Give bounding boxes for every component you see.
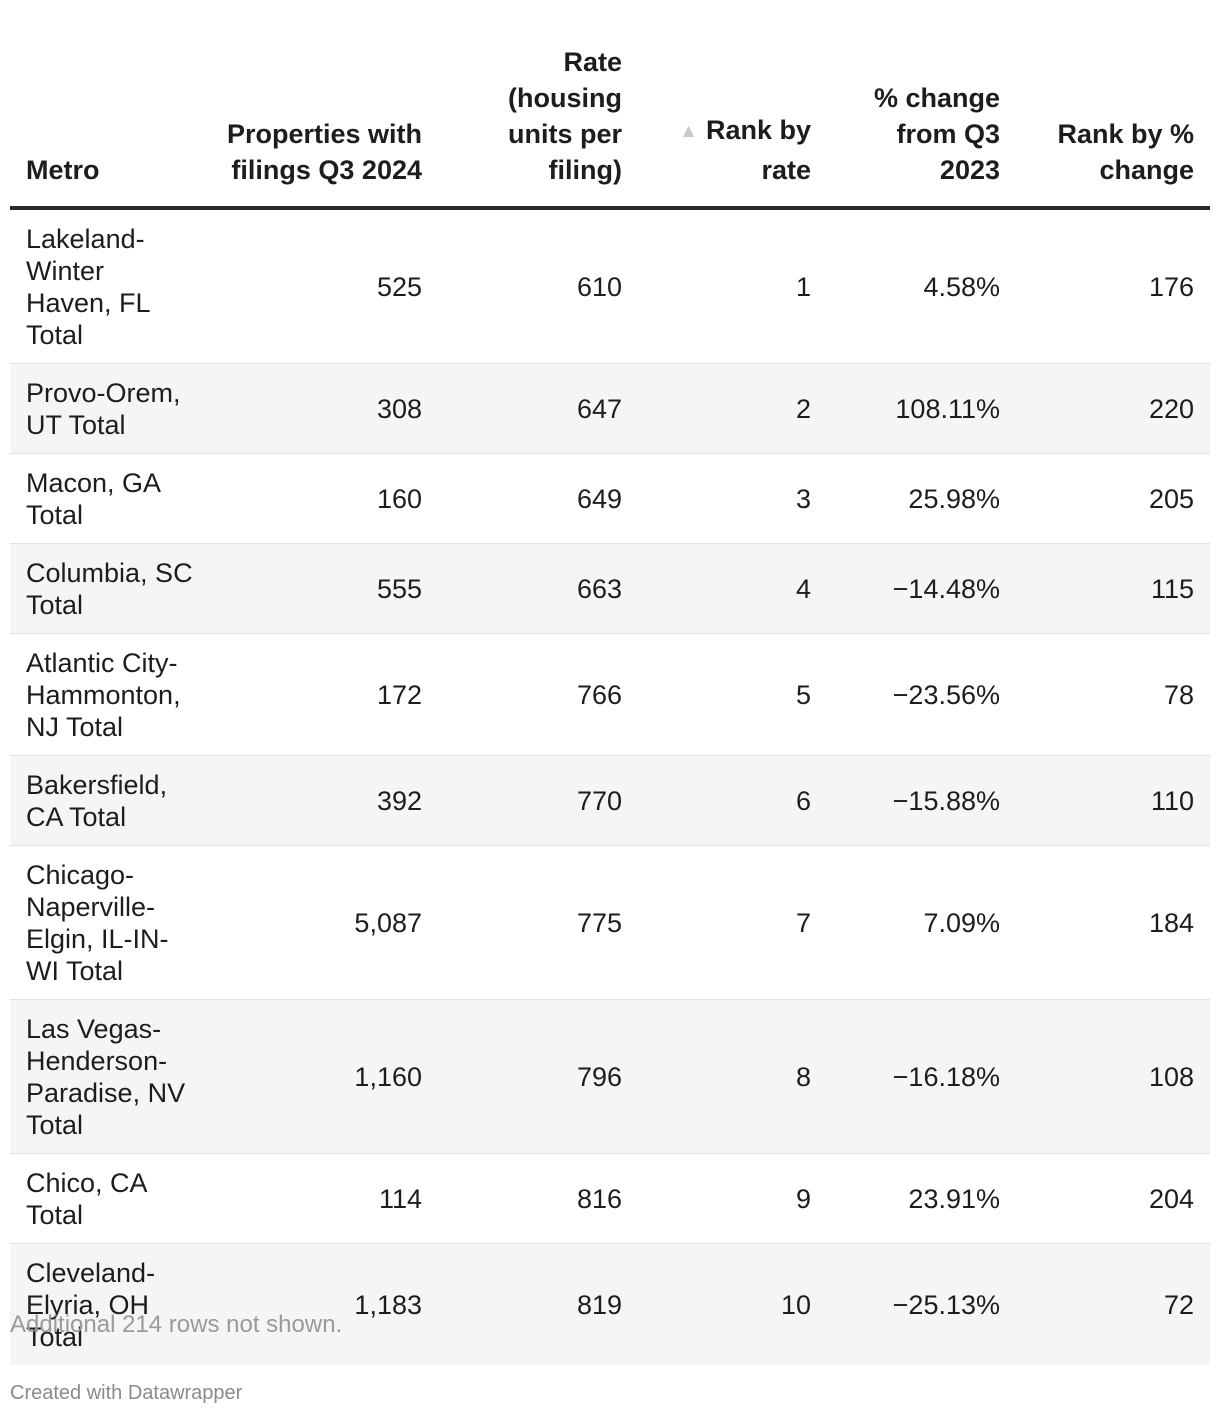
cell-rank-by-pct-change: 78 [1016, 633, 1210, 756]
cell-rank-by-rate: 4 [638, 543, 827, 634]
cell-pct-change: −16.18% [827, 999, 1016, 1154]
table-row: Lakeland-Winter Haven, FL Total 525 610 1 4.… [10, 208, 1210, 364]
table-row: Atlantic City-Hammonton, NJ Total 172 766 5… [10, 633, 1210, 756]
cell-rate: 819 [438, 1243, 638, 1365]
cell-metro: Columbia, SC Total [10, 543, 210, 634]
cell-pct-change: 7.09% [827, 845, 1016, 1000]
cell-properties-with-filings: 1,160 [210, 999, 438, 1154]
cell-properties-with-filings: 114 [210, 1153, 438, 1244]
cell-rate: 766 [438, 633, 638, 756]
cell-properties-with-filings: 160 [210, 453, 438, 544]
cell-rank-by-rate: 10 [638, 1243, 827, 1365]
cell-pct-change: −23.56% [827, 633, 1016, 756]
cell-rank-by-rate: 5 [638, 633, 827, 756]
data-table: Metro Properties with filings Q3 2024 Rate… [10, 0, 1210, 1365]
cell-metro: Cleveland-Elyria, OH Total [10, 1243, 210, 1365]
cell-rank-by-rate: 6 [638, 755, 827, 846]
cell-rate: 816 [438, 1153, 638, 1244]
cell-rank-by-pct-change: 115 [1016, 543, 1210, 634]
table-row: Chico, CA Total 114 816 9 23.91% 204 [10, 1153, 1210, 1244]
cell-rate: 770 [438, 755, 638, 846]
table-container: Metro Properties with filings Q3 2024 Rate… [10, 0, 1210, 1365]
cell-properties-with-filings: 555 [210, 543, 438, 634]
column-header-rank-by-pct-change[interactable]: Rank by % change [1016, 0, 1210, 210]
datawrapper-credit[interactable]: Created with Datawrapper [10, 1382, 243, 1404]
rows-not-shown-note: Additional 214 rows not shown. [10, 1311, 343, 1338]
column-header-rank-by-rate[interactable]: ▲ Rank by rate [638, 0, 827, 210]
column-header-rate[interactable]: Rate (housing units per filing) [438, 0, 638, 210]
triangle-up-icon: ▲ [679, 121, 698, 142]
cell-rank-by-pct-change: 72 [1016, 1243, 1210, 1365]
column-header-properties-with-filings[interactable]: Properties with filings Q3 2024 [210, 0, 438, 210]
cell-rank-by-pct-change: 204 [1016, 1153, 1210, 1244]
cell-rate: 647 [438, 363, 638, 454]
cell-rank-by-pct-change: 184 [1016, 845, 1210, 1000]
table-row: Macon, GA Total 160 649 3 25.98% 205 [10, 453, 1210, 544]
cell-metro: Atlantic City-Hammonton, NJ Total [10, 633, 210, 756]
column-header-label: Rank by rate [705, 115, 811, 185]
table-body: Lakeland-Winter Haven, FL Total 525 610 1 4.… [10, 208, 1210, 1365]
cell-metro: Chico, CA Total [10, 1153, 210, 1244]
cell-rank-by-pct-change: 220 [1016, 363, 1210, 454]
cell-metro: Bakersfield, CA Total [10, 755, 210, 846]
cell-properties-with-filings: 172 [210, 633, 438, 756]
table-row: Provo-Orem, UT Total 308 647 2 108.11% 220 [10, 363, 1210, 454]
column-header-metro[interactable]: Metro [10, 0, 210, 210]
cell-properties-with-filings: 392 [210, 755, 438, 846]
cell-metro: Chicago-Naperville-Elgin, IL-IN-WI Total [10, 845, 210, 1000]
cell-rank-by-rate: 3 [638, 453, 827, 544]
cell-rate: 796 [438, 999, 638, 1154]
cell-metro: Provo-Orem, UT Total [10, 363, 210, 454]
cell-rate: 610 [438, 208, 638, 364]
cell-pct-change: −15.88% [827, 755, 1016, 846]
cell-rank-by-rate: 1 [638, 208, 827, 364]
column-header-label: Metro [26, 155, 100, 185]
cell-pct-change: 4.58% [827, 208, 1016, 364]
cell-metro: Lakeland-Winter Haven, FL Total [10, 208, 210, 364]
table-row: Cleveland-Elyria, OH Total 1,183 819 10 −25.… [10, 1243, 1210, 1365]
table-row: Las Vegas-Henderson-Paradise, NV Total 1,… [10, 999, 1210, 1154]
column-header-label: % change from Q3 2023 [873, 83, 1000, 185]
cell-rank-by-pct-change: 205 [1016, 453, 1210, 544]
column-header-label: Rate (housing units per filing) [507, 47, 622, 185]
column-header-pct-change[interactable]: % change from Q3 2023 [827, 0, 1016, 210]
cell-rank-by-pct-change: 110 [1016, 755, 1210, 846]
cell-rank-by-pct-change: 176 [1016, 208, 1210, 364]
cell-properties-with-filings: 525 [210, 208, 438, 364]
cell-rank-by-rate: 2 [638, 363, 827, 454]
table-row: Bakersfield, CA Total 392 770 6 −15.88% 110 [10, 755, 1210, 846]
cell-rank-by-rate: 8 [638, 999, 827, 1154]
cell-rate: 649 [438, 453, 638, 544]
cell-pct-change: 108.11% [827, 363, 1016, 454]
cell-rank-by-rate: 7 [638, 845, 827, 1000]
cell-metro: Las Vegas-Henderson-Paradise, NV Total [10, 999, 210, 1154]
cell-properties-with-filings: 308 [210, 363, 438, 454]
cell-rate: 663 [438, 543, 638, 634]
cell-properties-with-filings: 1,183 [210, 1243, 438, 1365]
cell-rate: 775 [438, 845, 638, 1000]
cell-metro: Macon, GA Total [10, 453, 210, 544]
table-row: Columbia, SC Total 555 663 4 −14.48% 115 [10, 543, 1210, 634]
cell-properties-with-filings: 5,087 [210, 845, 438, 1000]
cell-pct-change: 23.91% [827, 1153, 1016, 1244]
cell-rank-by-pct-change: 108 [1016, 999, 1210, 1154]
column-header-label: Rank by % change [1057, 119, 1194, 185]
table-header: Metro Properties with filings Q3 2024 Rate… [10, 0, 1210, 210]
table-row: Chicago-Naperville-Elgin, IL-IN-WI Total… [10, 845, 1210, 1000]
column-header-label: Properties with filings Q3 2024 [226, 119, 422, 185]
cell-rank-by-rate: 9 [638, 1153, 827, 1244]
cell-pct-change: 25.98% [827, 453, 1016, 544]
cell-pct-change: −25.13% [827, 1243, 1016, 1365]
cell-pct-change: −14.48% [827, 543, 1016, 634]
header-row: Metro Properties with filings Q3 2024 Rate… [10, 0, 1210, 210]
